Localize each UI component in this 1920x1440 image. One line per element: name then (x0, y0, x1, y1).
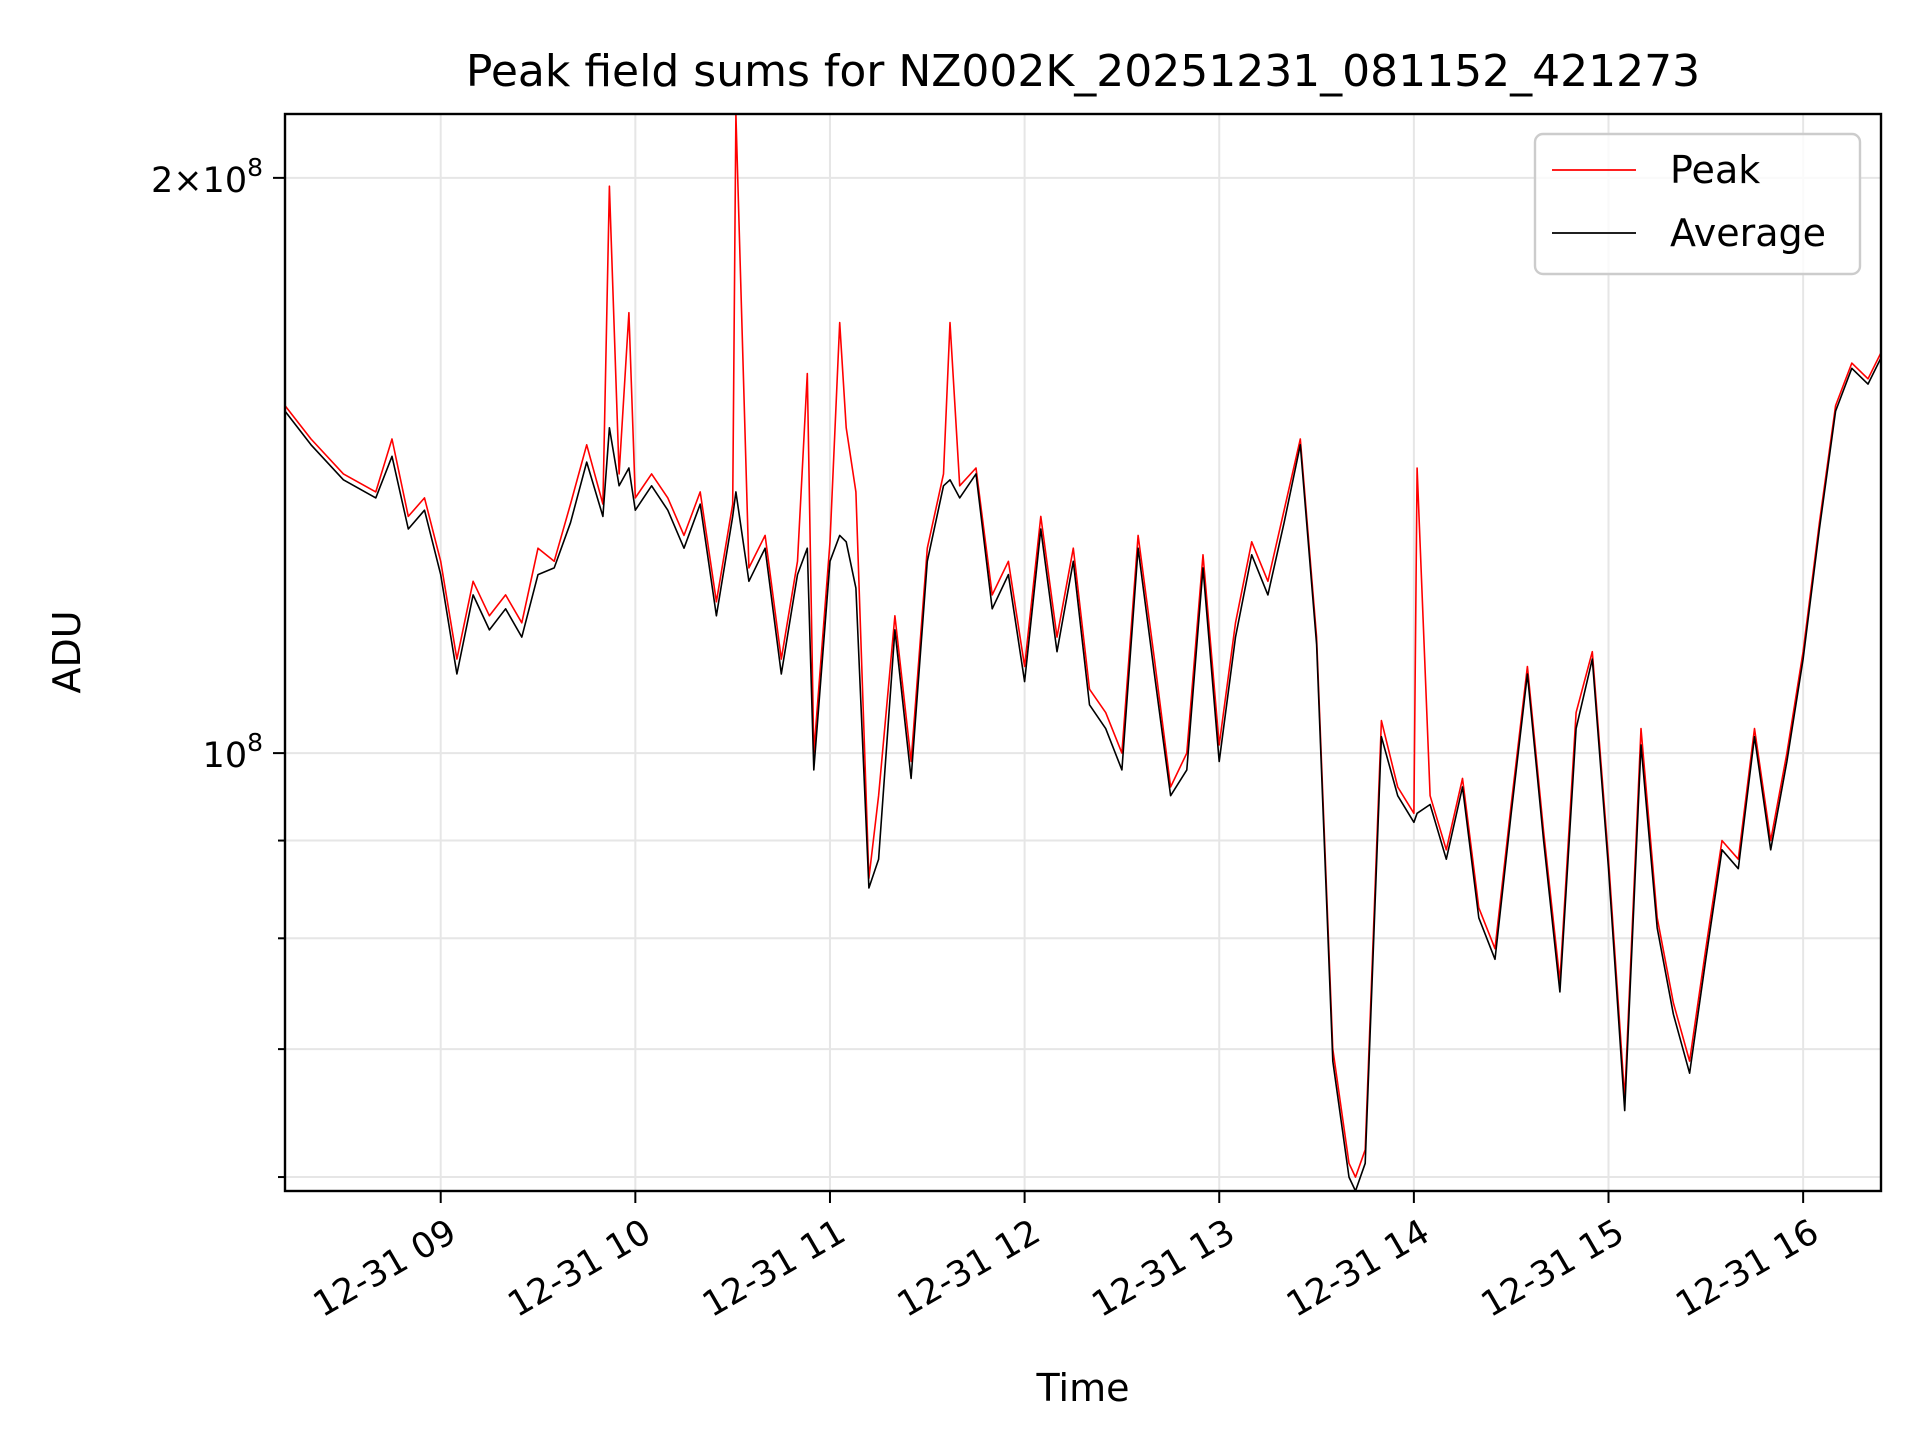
series-lines (284, 113, 1882, 1192)
legend: Peak Average (1533, 132, 1862, 276)
x-axis-label: Time (1036, 1366, 1130, 1410)
y-tick-label: 2×108 (151, 153, 263, 201)
series-line-average (284, 357, 1882, 1192)
legend-label-peak: Peak (1670, 148, 1760, 192)
legend-label-average: Average (1670, 211, 1826, 255)
y-tick-label: 108 (203, 728, 263, 776)
legend-frame (1533, 132, 1862, 276)
y-axis-label: ADU (45, 610, 89, 693)
plot-area-frame (283, 112, 1883, 1193)
chart-title: Peak field sums for NZ002K_20251231_0811… (466, 46, 1700, 97)
grid (285, 114, 1881, 1191)
y-axis: 108 2×108 (151, 153, 285, 1179)
